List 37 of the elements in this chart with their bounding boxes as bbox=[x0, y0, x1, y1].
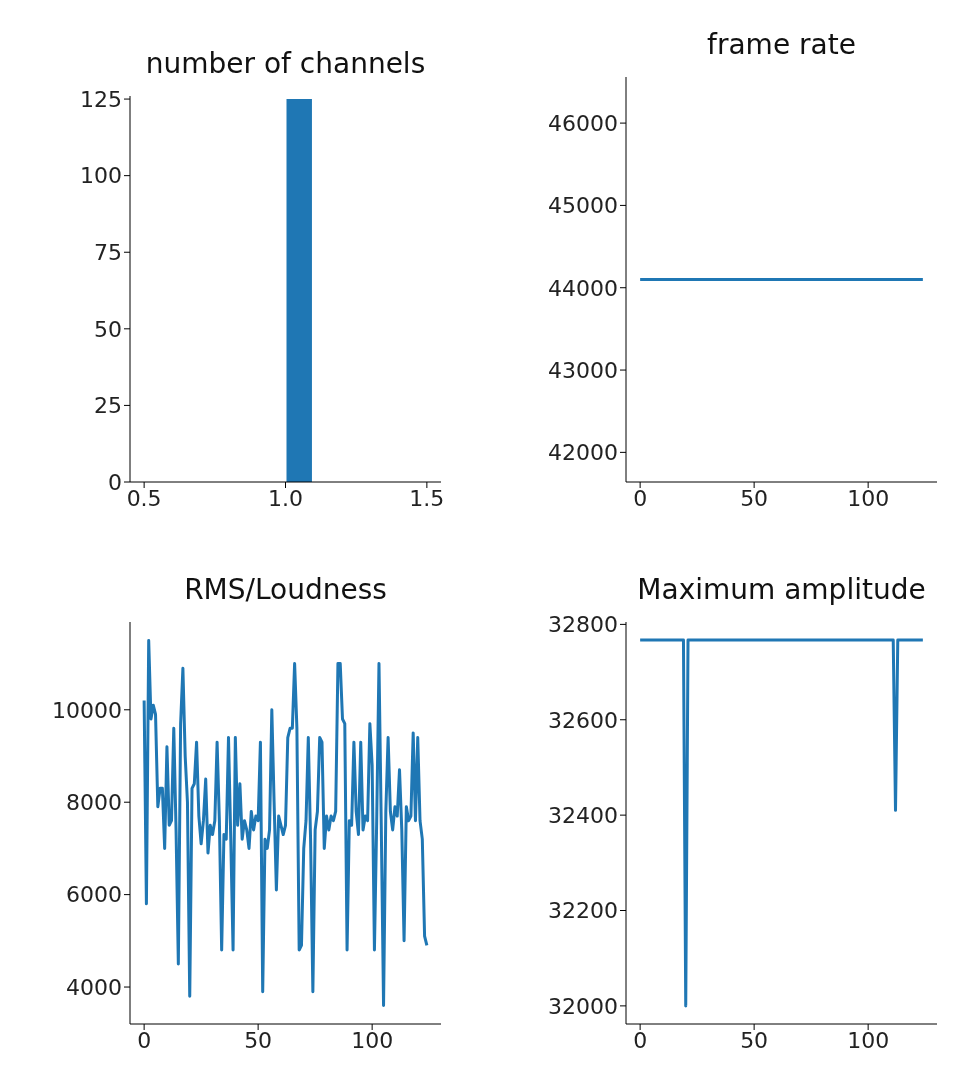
y-tick-label: 6000 bbox=[66, 882, 122, 908]
y-tick-label: 46000 bbox=[548, 110, 618, 136]
y-tick-label: 4000 bbox=[66, 974, 122, 1000]
y-tick-label: 32400 bbox=[548, 802, 618, 828]
x-tick-label: 100 bbox=[847, 1027, 890, 1053]
y-tick-label: 75 bbox=[94, 240, 122, 266]
y-tick-label: 32800 bbox=[548, 612, 618, 638]
y-tick-label: 32000 bbox=[548, 993, 618, 1019]
x-tick-label: 1.0 bbox=[268, 485, 303, 511]
x-tick-label: 100 bbox=[847, 485, 890, 511]
chart-title: Maximum amplitude bbox=[636, 572, 927, 608]
y-tick-label: 8000 bbox=[66, 790, 122, 816]
y-tick-label: 25 bbox=[94, 393, 122, 419]
x-tick-label: 50 bbox=[244, 1027, 273, 1053]
x-tick-label: 1.5 bbox=[409, 485, 445, 511]
chart-title: frame rate bbox=[706, 27, 857, 63]
y-tick-label: 43000 bbox=[548, 357, 618, 383]
x-tick-label: 0 bbox=[633, 485, 648, 511]
x-tick-label: 0 bbox=[137, 1027, 152, 1053]
y-tick-label: 100 bbox=[80, 163, 122, 189]
x-tick-label: 50 bbox=[740, 1027, 769, 1053]
x-tick-label: 100 bbox=[351, 1027, 394, 1053]
y-tick-label: 44000 bbox=[548, 275, 618, 301]
y-tick-label: 125 bbox=[80, 86, 122, 112]
y-tick-label: 32600 bbox=[548, 707, 618, 733]
y-tick-label: 32200 bbox=[548, 898, 618, 924]
line-series bbox=[142, 638, 429, 1008]
x-tick-label: 50 bbox=[740, 485, 769, 511]
y-tick-label: 50 bbox=[94, 316, 122, 342]
x-tick-label: 0 bbox=[633, 1027, 648, 1053]
y-tick-label: 45000 bbox=[548, 193, 618, 219]
chart-title: number of channels bbox=[144, 46, 427, 82]
chart-title: RMS/Loudness bbox=[183, 572, 388, 608]
y-tick-label: 42000 bbox=[548, 440, 618, 466]
y-tick-label: 0 bbox=[108, 469, 122, 495]
y-tick-label: 10000 bbox=[52, 697, 122, 723]
x-tick-label: 0.5 bbox=[126, 485, 162, 511]
